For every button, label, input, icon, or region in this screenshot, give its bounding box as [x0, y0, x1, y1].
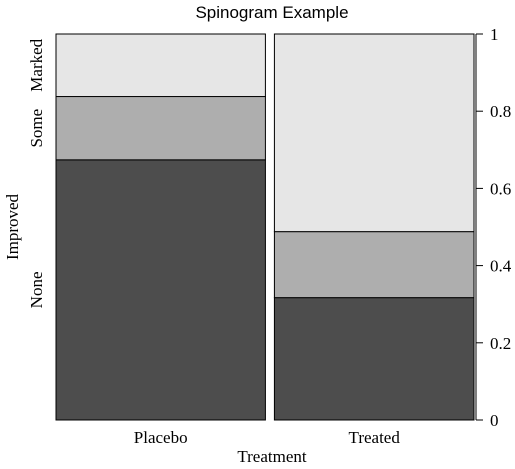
bar-placebo-some	[55, 96, 266, 161]
y-level-label-none: None	[27, 272, 46, 309]
x-axis-label: Treatment	[237, 447, 307, 466]
bar-placebo-marked	[55, 33, 266, 98]
right-axis-tick-label: 0.2	[490, 334, 511, 353]
x-tick-label-placebo: Placebo	[134, 428, 188, 447]
bar-treated-none	[273, 297, 475, 421]
x-tick-label-treated: Treated	[349, 428, 401, 447]
bar-placebo-none	[55, 159, 266, 421]
right-axis-tick-label: 1	[490, 25, 499, 44]
bar-treated-some	[273, 231, 475, 299]
chart-title: Spinogram Example	[195, 3, 348, 22]
right-axis-tick-label: 0	[490, 411, 499, 430]
right-axis-tick-label: 0.6	[490, 179, 511, 198]
y-level-label-marked: Marked	[27, 38, 46, 91]
y-axis-label: Improved	[3, 193, 22, 260]
right-axis-tick-label: 0.4	[490, 257, 512, 276]
bar-treated-marked	[273, 33, 475, 233]
x-tick-labels: Placebo Treated	[134, 428, 401, 447]
right-axis: 0 0.2 0.4 0.6 0.8 1	[475, 25, 512, 430]
y-level-labels: None Some Marked	[27, 38, 46, 308]
spine-bars	[55, 33, 475, 421]
right-axis-tick-label: 0.8	[490, 102, 511, 121]
y-level-label-some: Some	[27, 109, 46, 148]
